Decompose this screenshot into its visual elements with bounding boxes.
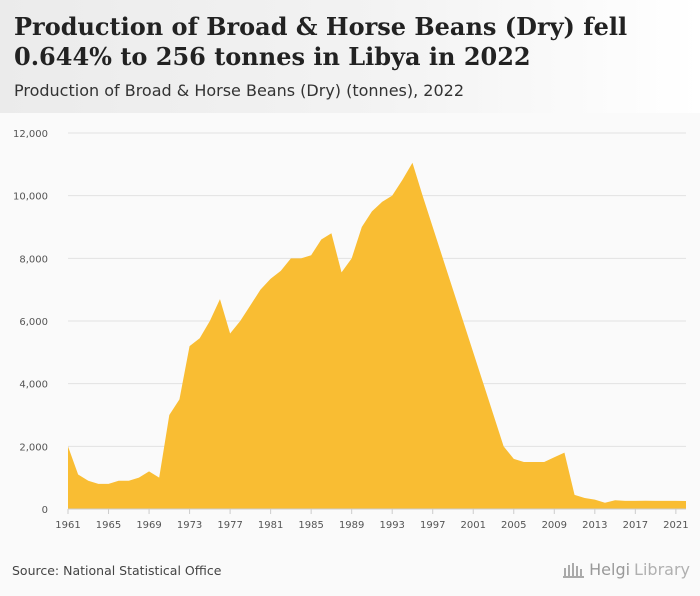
x-tick-label: 2001 bbox=[461, 520, 486, 531]
x-tick-label: 2009 bbox=[542, 520, 567, 531]
x-tick-label: 1989 bbox=[339, 520, 364, 531]
page-title: Production of Broad & Horse Beans (Dry) … bbox=[14, 12, 628, 71]
x-tick-label: 1985 bbox=[298, 520, 323, 531]
y-tick-label: 2,000 bbox=[19, 442, 48, 453]
brand-name-part2: Library bbox=[634, 560, 690, 579]
y-tick-label: 12,000 bbox=[13, 129, 48, 140]
source-note: Source: National Statistical Office bbox=[12, 563, 222, 578]
brand-logo: Helgi Library bbox=[563, 560, 690, 579]
library-icon bbox=[563, 562, 585, 578]
area-chart: 0 2,000 4,000 6,000 8,000 10,000 12,000 1961 196… bbox=[13, 129, 689, 531]
x-tick-label: 1981 bbox=[258, 520, 283, 531]
x-tick-label: 1977 bbox=[217, 520, 242, 531]
x-tick-label: 1973 bbox=[177, 520, 202, 531]
x-tick-label: 1965 bbox=[96, 520, 121, 531]
x-tick-label: 1993 bbox=[379, 520, 404, 531]
header-banner: Production of Broad & Horse Beans (Dry) … bbox=[0, 0, 700, 113]
y-tick-label: 4,000 bbox=[19, 380, 48, 391]
x-tick-label: 2005 bbox=[501, 520, 526, 531]
x-tick-label: 2017 bbox=[623, 520, 648, 531]
series-area bbox=[68, 162, 686, 509]
x-tick-label: 1997 bbox=[420, 520, 445, 531]
brand-name-part1: Helgi bbox=[589, 560, 631, 579]
y-tick-label: 10,000 bbox=[13, 192, 48, 203]
chart-subtitle: Production of Broad & Horse Beans (Dry) … bbox=[14, 81, 465, 100]
x-tick-label: 1961 bbox=[55, 520, 80, 531]
y-tick-label: 8,000 bbox=[19, 254, 48, 265]
x-tick-label: 2021 bbox=[663, 520, 688, 531]
x-tick-label: 2013 bbox=[582, 520, 607, 531]
y-tick-label: 6,000 bbox=[19, 317, 48, 328]
y-tick-label: 0 bbox=[42, 505, 48, 516]
x-tick-label: 1969 bbox=[136, 520, 161, 531]
